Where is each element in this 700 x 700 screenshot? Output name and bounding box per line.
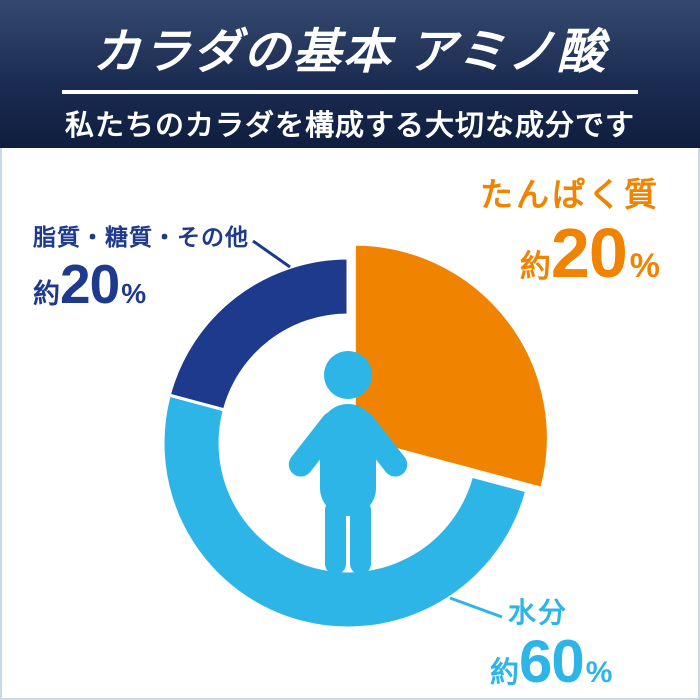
protein-callout: たんぱく質 約 20 % xyxy=(480,176,660,292)
person-right-leg xyxy=(350,500,371,574)
leader-line-other xyxy=(252,239,291,269)
other-callout: 脂質・糖質・その他 約 20 % xyxy=(33,224,249,316)
protein-label: たんぱく質 xyxy=(480,176,660,213)
person-right-arm xyxy=(351,411,408,477)
protein-approx: 約 xyxy=(519,248,551,284)
person-head xyxy=(324,351,372,399)
water-number: 60 xyxy=(519,628,585,696)
water-unit: % xyxy=(585,656,613,690)
title-underline xyxy=(62,90,638,94)
water-approx: 約 xyxy=(490,657,520,690)
other-value: 約 20 % xyxy=(33,253,249,316)
page-subtitle: 私たちのカラダを構成する大切な成分です xyxy=(64,110,635,142)
water-value: 約 60 % xyxy=(490,628,613,696)
other-label: 脂質・糖質・その他 xyxy=(33,224,249,250)
other-unit: % xyxy=(121,278,147,310)
header: カラダの基本 アミノ酸 私たちのカラダを構成する大切な成分です xyxy=(0,0,700,148)
page-title: カラダの基本 アミノ酸 xyxy=(92,26,608,79)
protein-value: 約 20 % xyxy=(480,213,660,292)
water-label: 水分 xyxy=(508,597,569,628)
donut-slices xyxy=(161,242,550,630)
chart-slice-0 xyxy=(352,242,550,491)
chart-slice-1 xyxy=(161,393,529,630)
leader-line-water xyxy=(449,596,503,619)
other-approx: 約 xyxy=(33,279,60,310)
person-left-leg xyxy=(325,500,346,574)
person-left-arm xyxy=(288,411,345,477)
chart-slice-2 xyxy=(167,256,350,412)
protein-unit: % xyxy=(629,246,660,285)
person-icon xyxy=(288,351,408,574)
protein-number: 20 xyxy=(550,213,628,292)
water-callout: 水分 約 60 % xyxy=(490,597,613,696)
other-number: 20 xyxy=(60,253,120,316)
